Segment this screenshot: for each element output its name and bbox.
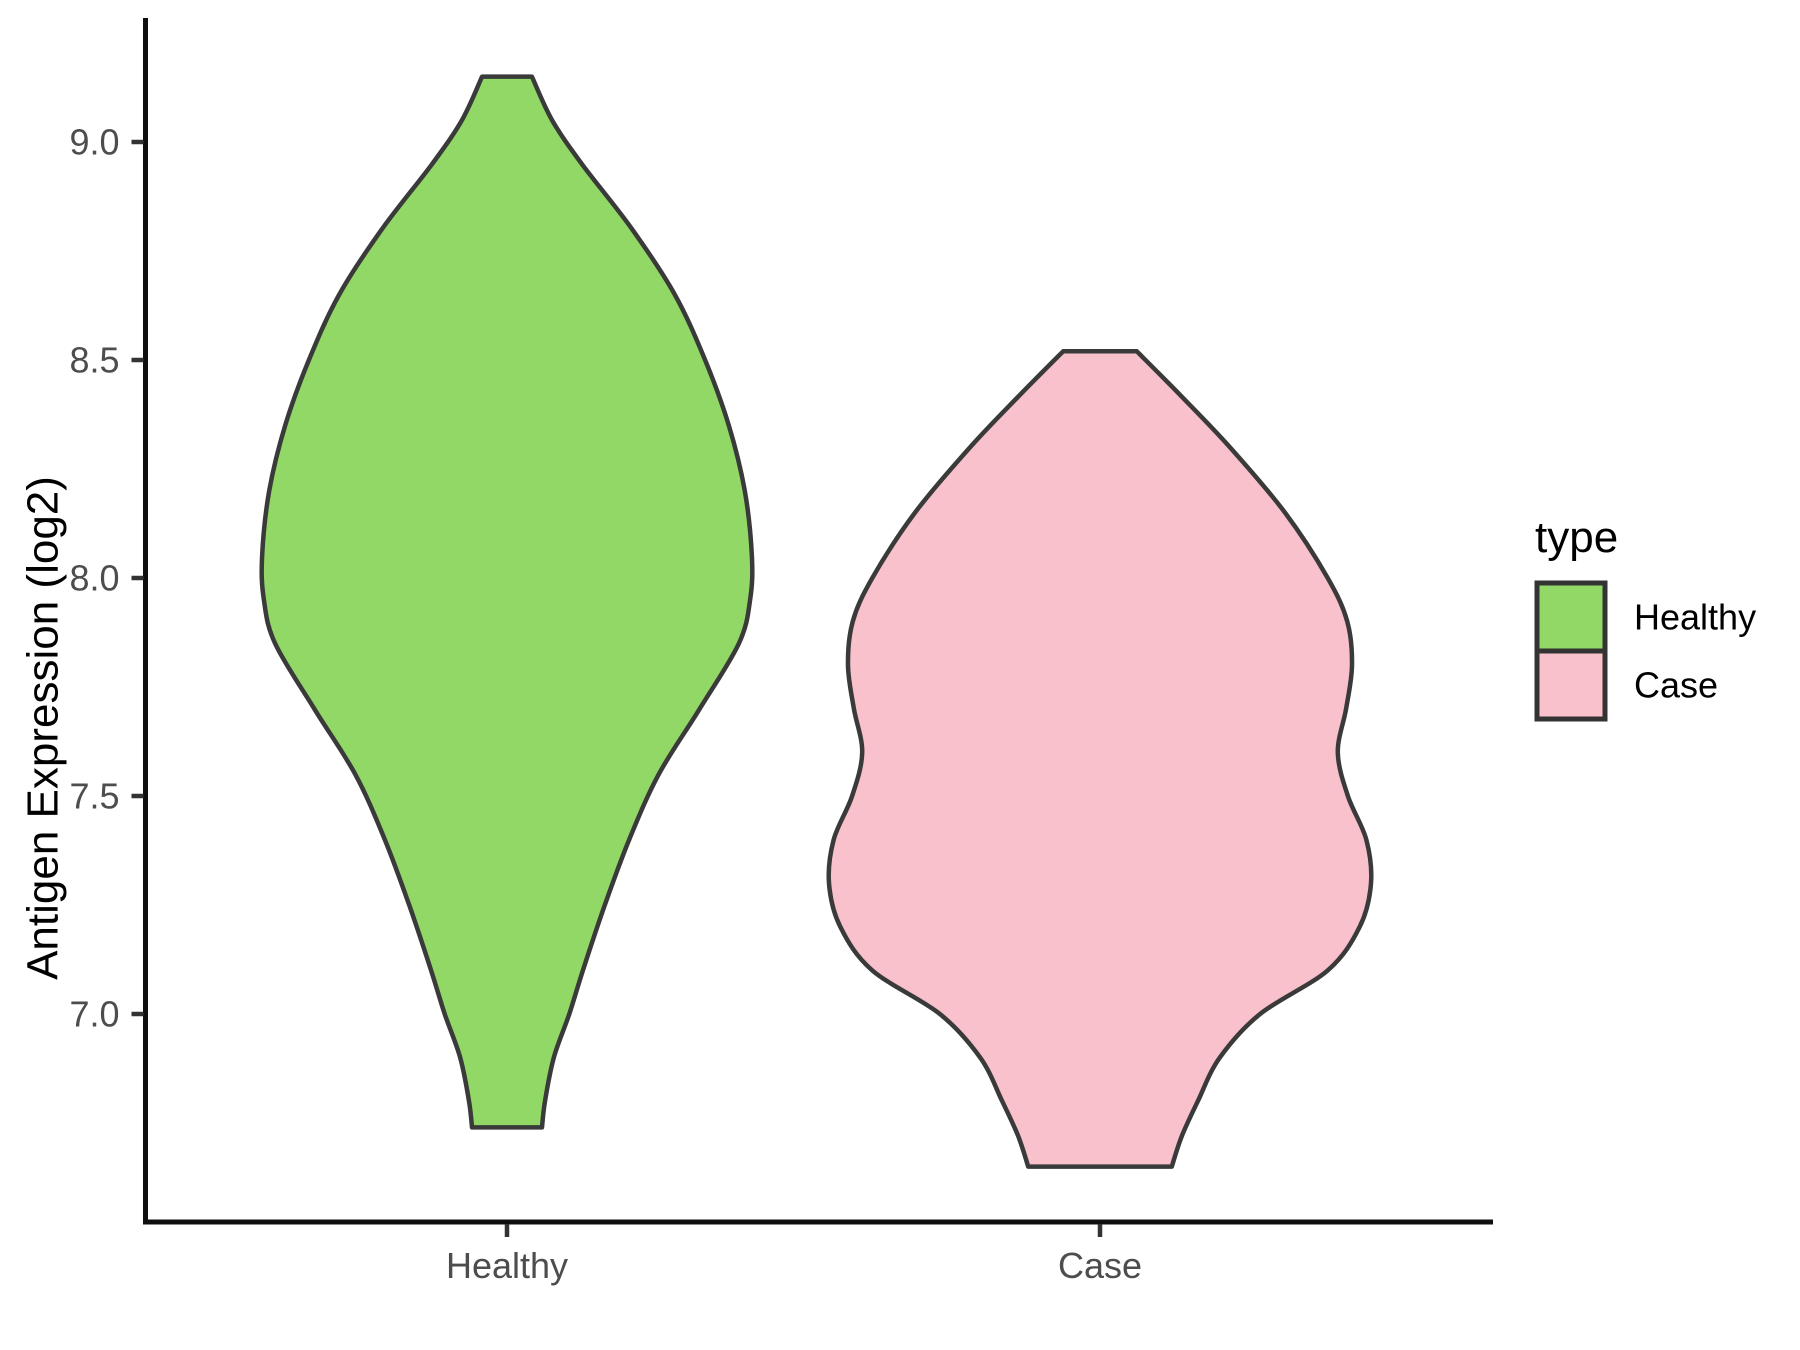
legend-key-case: [1534, 648, 1608, 722]
x-tick-label: Healthy: [446, 1245, 568, 1286]
legend-key-healthy: [1534, 580, 1608, 654]
violins-group: [259, 74, 1374, 1169]
y-tick-label: 8.5: [69, 340, 119, 381]
legend-label-healthy: Healthy: [1634, 597, 1756, 638]
legend-label-case: Case: [1634, 665, 1718, 706]
y-tick-label: 9.0: [69, 122, 119, 163]
legend-title: type: [1535, 513, 1618, 562]
y-tick-label: 7.0: [69, 994, 119, 1035]
violin-healthy: [259, 74, 755, 1130]
legend-items: Healthy Case: [1534, 580, 1756, 722]
x-tick-label: Case: [1058, 1245, 1142, 1286]
y-tick-label: 7.5: [69, 776, 119, 817]
y-tick-label: 8.0: [69, 558, 119, 599]
violin-case: [826, 349, 1374, 1169]
axes-group: 9.0 8.5 8.0 7.5 7.0 Healthy Case: [69, 18, 1493, 1286]
legend-group: type Healthy Case: [1534, 513, 1756, 722]
y-axis-title: Antigen Expression (log2): [19, 476, 68, 980]
